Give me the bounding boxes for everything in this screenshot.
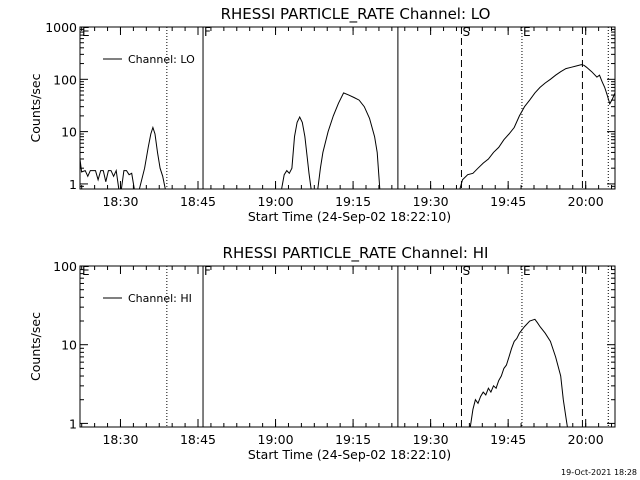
- y-axis-label: Counts/sec: [28, 73, 43, 142]
- lo-channel-panel: RHESSI PARTICLE_RATE Channel: LO 18:30 18:…: [28, 5, 616, 224]
- y-tick-label: 100: [53, 72, 77, 87]
- event-marker-label: F: [204, 25, 211, 39]
- y-axis-label: Counts/sec: [28, 312, 43, 381]
- footer-stamp: 19-Oct-2021 18:28: [561, 468, 637, 477]
- x-tick-label: 19:45: [490, 432, 526, 447]
- legend-label: Channel: LO: [128, 53, 195, 66]
- legend-label: Channel: HI: [128, 292, 192, 305]
- event-marker-label: E: [523, 264, 531, 278]
- y-tick-label: 10: [61, 338, 77, 353]
- x-axis-label: Start Time (24-Sep-02 18:22:10): [248, 209, 451, 224]
- x-tick-label: 18:45: [180, 194, 216, 209]
- event-marker-label: S: [462, 264, 470, 278]
- x-tick-label: 19:00: [258, 432, 294, 447]
- series-line: [138, 125, 166, 189]
- series-line: [80, 158, 120, 189]
- y-tick-label: 1000: [45, 20, 77, 35]
- series-line: [469, 318, 568, 427]
- plot-frame: [79, 26, 616, 190]
- event-marker-label: E: [82, 264, 90, 278]
- y-tick-label: 100: [53, 259, 77, 274]
- x-tick-label: 19:15: [335, 194, 371, 209]
- x-axis-label: Start Time (24-Sep-02 18:22:10): [248, 447, 451, 462]
- series-line: [120, 170, 135, 189]
- y-tick-label: 10: [61, 125, 77, 140]
- event-marker-label: S: [462, 25, 470, 39]
- event-marker-label: E: [523, 25, 531, 39]
- x-tick-label: 18:30: [102, 432, 138, 447]
- x-tick-label: 19:00: [258, 194, 294, 209]
- event-marker-label: F: [204, 264, 211, 278]
- x-tick-label: 19:15: [335, 432, 371, 447]
- y-tick-label: 1: [69, 177, 77, 192]
- series-line: [281, 115, 312, 189]
- hi-channel-panel: RHESSI PARTICLE_RATE Channel: HI 18:30 18:…: [28, 244, 616, 462]
- x-tick-label: 20:00: [568, 194, 604, 209]
- x-tick-label: 19:30: [413, 194, 449, 209]
- y-tick-label: 1: [69, 416, 77, 431]
- series-line: [459, 64, 615, 189]
- series-line: [317, 92, 381, 189]
- plot-frame: [79, 265, 616, 428]
- chart-title: RHESSI PARTICLE_RATE Channel: LO: [221, 5, 491, 24]
- event-marker-label: E: [82, 25, 90, 39]
- x-tick-label: 19:45: [490, 194, 526, 209]
- x-tick-label: 19:30: [413, 432, 449, 447]
- x-tick-label: 18:45: [180, 432, 216, 447]
- chart-title: RHESSI PARTICLE_RATE Channel: HI: [223, 244, 489, 263]
- x-tick-label: 20:00: [568, 432, 604, 447]
- x-tick-label: 18:30: [102, 194, 138, 209]
